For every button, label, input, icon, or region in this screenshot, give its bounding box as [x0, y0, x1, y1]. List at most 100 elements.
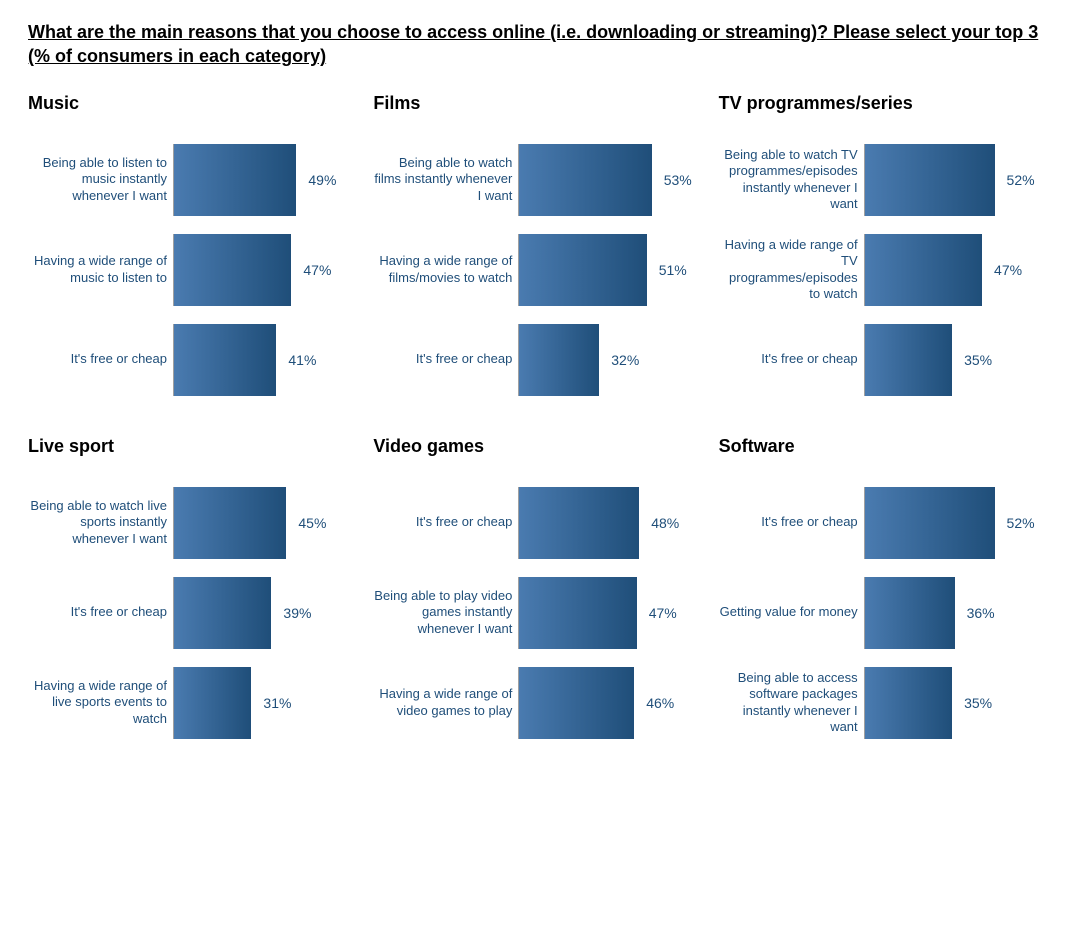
bar-area: 31%	[173, 667, 361, 739]
bar-fill	[865, 324, 952, 396]
bar-label: It's free or cheap	[373, 514, 518, 530]
bar-row: Getting value for money 36%	[719, 577, 1052, 649]
bar-row: Being able to listen to music instantly …	[28, 144, 361, 216]
bar-area: 46%	[518, 667, 706, 739]
bar-area: 35%	[864, 324, 1052, 396]
bars-container: Being able to watch films instantly when…	[373, 144, 706, 396]
bar-fill	[519, 144, 651, 216]
bar-label: Being able to access software packages i…	[719, 670, 864, 735]
panel-title: Software	[719, 436, 1052, 457]
bar-value: 46%	[646, 695, 674, 711]
bar-value: 41%	[288, 352, 316, 368]
bar-fill	[174, 667, 251, 739]
chart-panel: TV programmes/series Being able to watch …	[719, 93, 1052, 396]
bar-area: 35%	[864, 667, 1052, 739]
bar-value: 52%	[1007, 515, 1035, 531]
bar-label: It's free or cheap	[28, 604, 173, 620]
bar-value: 52%	[1007, 172, 1035, 188]
bar-fill	[174, 487, 286, 559]
bar-label: Being able to watch TV programmes/episod…	[719, 147, 864, 212]
bar-label: Being able to watch films instantly when…	[373, 155, 518, 204]
bar-value: 36%	[967, 605, 995, 621]
bar-area: 47%	[864, 234, 1052, 306]
bar-area: 47%	[173, 234, 361, 306]
bar-row: It's free or cheap 39%	[28, 577, 361, 649]
bar-label: It's free or cheap	[28, 351, 173, 367]
bar-value: 47%	[649, 605, 677, 621]
bar-fill	[865, 234, 982, 306]
bar-fill	[865, 144, 995, 216]
bar-area: 32%	[518, 324, 706, 396]
bar-row: Having a wide range of live sports event…	[28, 667, 361, 739]
bar-area: 49%	[173, 144, 361, 216]
bar-row: It's free or cheap 48%	[373, 487, 706, 559]
bar-row: Being able to access software packages i…	[719, 667, 1052, 739]
bar-label: Being able to listen to music instantly …	[28, 155, 173, 204]
bar-value: 35%	[964, 695, 992, 711]
chart-grid: Music Being able to listen to music insta…	[28, 93, 1052, 739]
bar-row: Being able to watch TV programmes/episod…	[719, 144, 1052, 216]
chart-panel: Video games It's free or cheap 48% Being ab…	[373, 436, 706, 739]
chart-panel: Music Being able to listen to music insta…	[28, 93, 361, 396]
bar-fill	[865, 577, 955, 649]
chart-panel: Live sport Being able to watch live sport…	[28, 436, 361, 739]
bar-fill	[519, 577, 636, 649]
bars-container: It's free or cheap 48% Being able to play …	[373, 487, 706, 739]
bar-area: 47%	[518, 577, 706, 649]
bar-label: Being able to play video games instantly…	[373, 588, 518, 637]
bar-label: Having a wide range of live sports event…	[28, 678, 173, 727]
bar-area: 52%	[864, 144, 1052, 216]
bar-label: Being able to watch live sports instantl…	[28, 498, 173, 547]
bar-area: 41%	[173, 324, 361, 396]
panel-title: TV programmes/series	[719, 93, 1052, 114]
bar-value: 53%	[664, 172, 692, 188]
bar-row: It's free or cheap 35%	[719, 324, 1052, 396]
chart-panel: Films Being able to watch films instantly…	[373, 93, 706, 396]
bar-label: It's free or cheap	[719, 351, 864, 367]
bar-row: Having a wide range of music to listen t…	[28, 234, 361, 306]
bar-row: It's free or cheap 41%	[28, 324, 361, 396]
bar-fill	[865, 487, 995, 559]
bar-label: Having a wide range of films/movies to w…	[373, 253, 518, 286]
bar-fill	[519, 234, 646, 306]
bar-row: Being able to play video games instantly…	[373, 577, 706, 649]
bar-value: 39%	[283, 605, 311, 621]
bar-value: 47%	[994, 262, 1022, 278]
bar-label: Having a wide range of music to listen t…	[28, 253, 173, 286]
bar-label: Having a wide range of TV programmes/epi…	[719, 237, 864, 302]
panel-title: Music	[28, 93, 361, 114]
bar-label: Getting value for money	[719, 604, 864, 620]
bar-value: 47%	[303, 262, 331, 278]
bar-fill	[519, 667, 634, 739]
bar-value: 35%	[964, 352, 992, 368]
bar-value: 45%	[298, 515, 326, 531]
bar-area: 48%	[518, 487, 706, 559]
bar-fill	[174, 577, 271, 649]
bar-fill	[865, 667, 952, 739]
bar-label: Having a wide range of video games to pl…	[373, 686, 518, 719]
bar-area: 36%	[864, 577, 1052, 649]
bar-row: Being able to watch live sports instantl…	[28, 487, 361, 559]
bars-container: Being able to watch live sports instantl…	[28, 487, 361, 739]
bar-label: It's free or cheap	[373, 351, 518, 367]
bar-area: 53%	[518, 144, 706, 216]
bar-row: It's free or cheap32%	[373, 324, 706, 396]
panel-title: Live sport	[28, 436, 361, 457]
bar-fill	[519, 324, 599, 396]
bar-value: 49%	[308, 172, 336, 188]
bar-row: It's free or cheap 52%	[719, 487, 1052, 559]
bar-row: Being able to watch films instantly when…	[373, 144, 706, 216]
panel-title: Films	[373, 93, 706, 114]
bar-area: 45%	[173, 487, 361, 559]
bar-area: 52%	[864, 487, 1052, 559]
bars-container: It's free or cheap 52% Getting value for m…	[719, 487, 1052, 739]
panel-title: Video games	[373, 436, 706, 457]
bar-row: Having a wide range of video games to pl…	[373, 667, 706, 739]
bar-value: 51%	[659, 262, 687, 278]
bar-value: 31%	[263, 695, 291, 711]
bar-value: 48%	[651, 515, 679, 531]
bar-fill	[174, 234, 291, 306]
bar-label: It's free or cheap	[719, 514, 864, 530]
bar-fill	[519, 487, 639, 559]
bars-container: Being able to watch TV programmes/episod…	[719, 144, 1052, 396]
